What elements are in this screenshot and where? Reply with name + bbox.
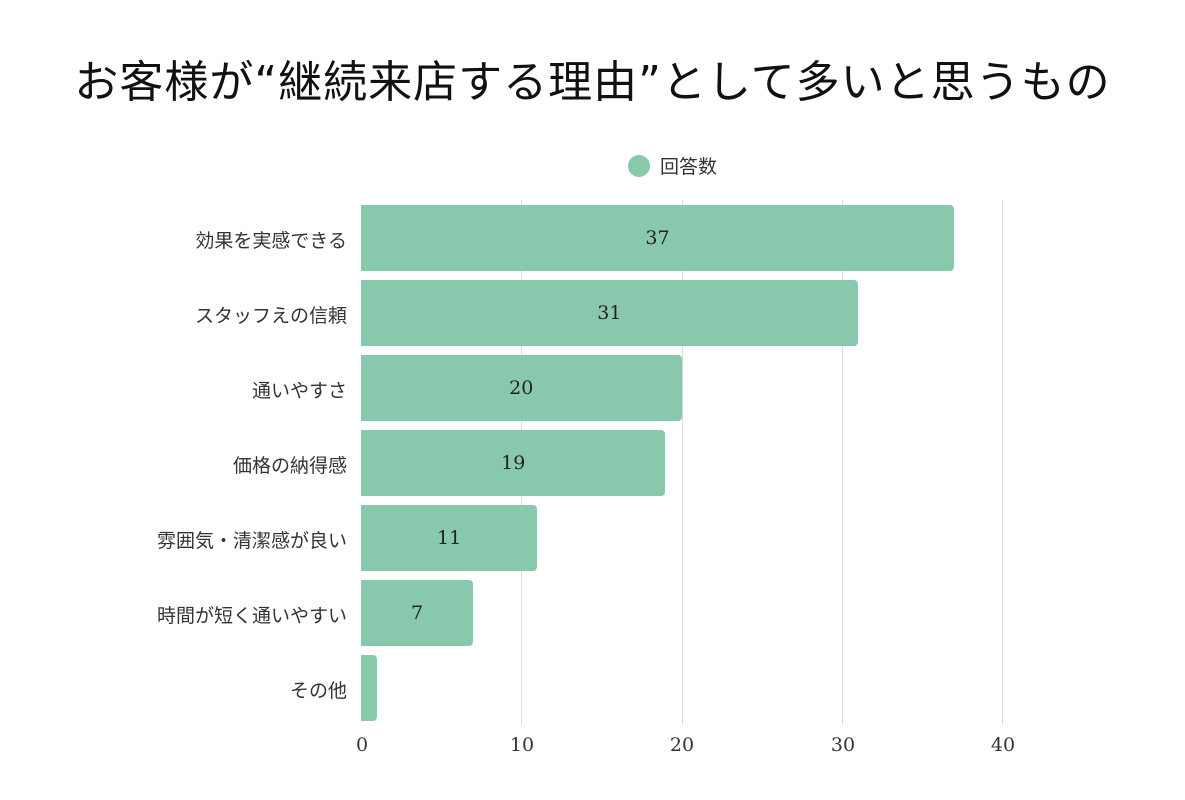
category-label: 雰囲気・清潔感が良い — [156, 530, 347, 552]
bar[interactable] — [361, 655, 378, 721]
category-label: 時間が短く通いやすい — [156, 605, 347, 627]
legend-label: 回答数 — [660, 156, 718, 178]
category-label: スタッフえの信頼 — [194, 305, 347, 327]
x-tick-label: 30 — [830, 734, 856, 756]
gridline-40 — [1002, 200, 1003, 725]
category-label: 通いやすさ — [251, 380, 347, 402]
bar-value-label: 31 — [597, 302, 622, 324]
bar-value-label: 11 — [437, 527, 462, 549]
bar[interactable]: 11 — [361, 505, 538, 571]
bar[interactable]: 19 — [361, 430, 666, 496]
bar-value-label: 7 — [411, 602, 424, 624]
category-label: その他 — [289, 680, 347, 702]
gridline-30 — [842, 200, 843, 725]
legend: 回答数 — [628, 152, 717, 179]
category-label: 効果を実感できる — [195, 230, 347, 252]
x-tick-label: 20 — [669, 734, 695, 756]
bar-value-label: 19 — [501, 452, 526, 474]
x-tick-label: 10 — [509, 734, 535, 756]
category-label: 価格の納得感 — [232, 455, 347, 477]
x-tick-label: 0 — [355, 734, 369, 756]
bar[interactable]: 37 — [361, 205, 954, 271]
bar-value-label: 37 — [645, 227, 670, 249]
bar[interactable]: 20 — [361, 355, 682, 421]
legend-dot-icon — [628, 154, 650, 177]
bar-value-label: 20 — [509, 377, 534, 399]
gridline-20 — [682, 200, 683, 725]
bar[interactable]: 31 — [361, 280, 858, 346]
plot-area: 37 31 20 19 11 7 — [361, 200, 1003, 725]
x-tick-label: 40 — [990, 734, 1016, 756]
bar[interactable]: 7 — [361, 580, 474, 646]
chart-title: お客様が“継続来店する理由”として多いと思うもの — [74, 57, 1111, 108]
